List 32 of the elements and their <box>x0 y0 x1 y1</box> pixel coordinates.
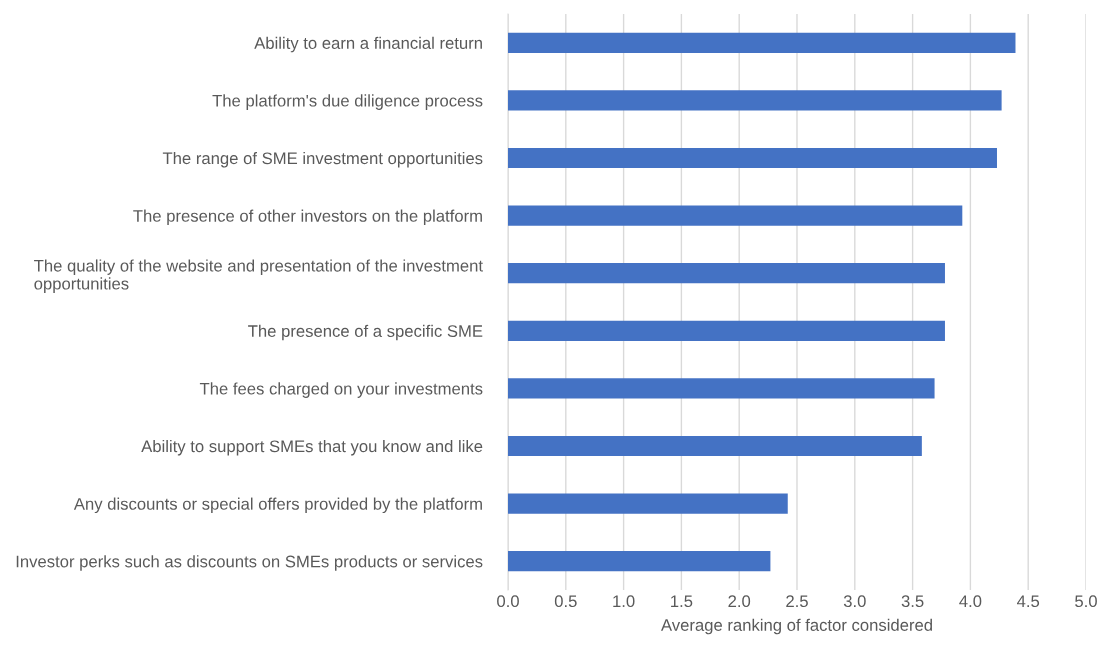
bar <box>508 435 922 457</box>
y-tick-label: The quality of the website and presentation of the investment opportunities <box>34 259 483 293</box>
x-tick-label: 1.0 <box>613 595 635 608</box>
x-tick-label: 2.0 <box>728 595 751 608</box>
x-axis-title: Average ranking of factor considered <box>661 618 932 635</box>
y-tick-label: The range of SME investment opportunities <box>162 151 483 168</box>
y-tick-label: Investor perks such as discounts on SMEs products or services <box>16 555 483 571</box>
bar <box>508 147 997 169</box>
x-tick-label: 1.5 <box>671 595 693 608</box>
y-tick-label: The presence of a specific SME <box>248 324 483 341</box>
bar <box>508 493 788 514</box>
y-tick-label: The fees charged on your investments <box>199 382 483 398</box>
x-tick-label: 2.5 <box>786 595 808 608</box>
bar <box>508 205 963 226</box>
bar <box>508 320 945 341</box>
y-tick-label: The presence of other investors on the platform <box>133 209 482 226</box>
x-tick-label: 5.0 <box>1075 595 1097 608</box>
x-tick-label: 4.0 <box>959 595 982 608</box>
bar <box>508 90 1002 111</box>
x-tick-label: 4.5 <box>1017 595 1040 608</box>
bar <box>508 263 945 284</box>
x-tick-label: 0.0 <box>497 595 519 608</box>
y-tick-label: Ability to support SMEs that you know and like <box>141 439 483 456</box>
y-tick-label: Ability to earn a financial return <box>254 36 482 53</box>
y-tick-label: Any discounts or special offers provided by the platform <box>73 497 482 514</box>
x-tick-label: 3.0 <box>843 595 866 608</box>
bar <box>508 551 771 572</box>
x-tick-label: 0.5 <box>554 595 577 608</box>
bar <box>508 378 935 399</box>
y-tick-label: The platform's due diligence process <box>212 94 483 110</box>
bar <box>508 32 1016 53</box>
x-tick-label: 3.5 <box>901 595 924 608</box>
